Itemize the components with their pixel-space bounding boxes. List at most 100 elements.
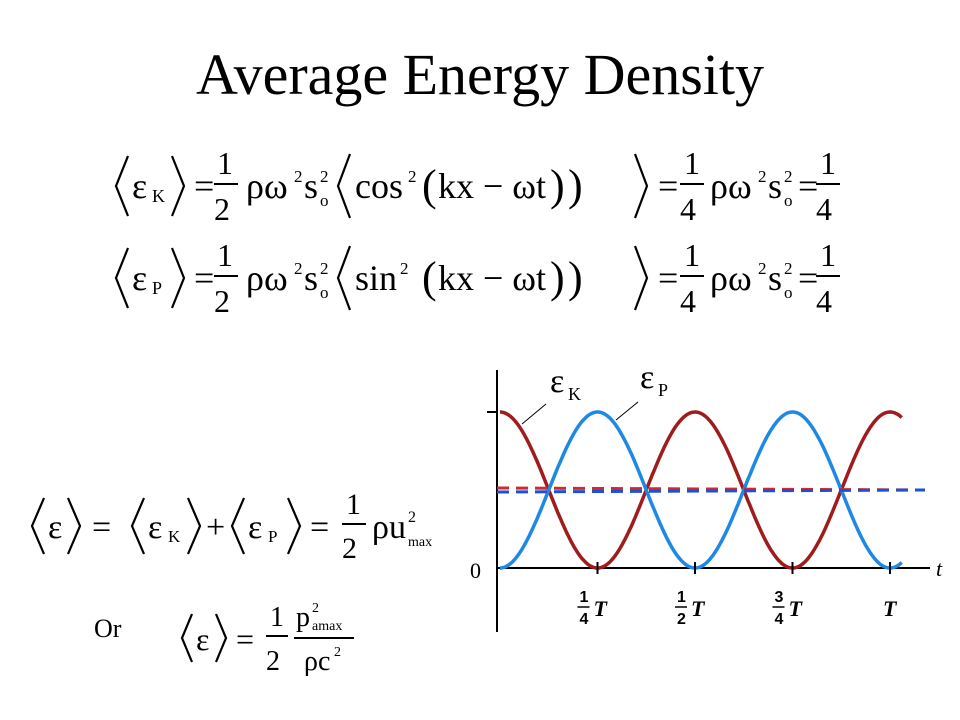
svg-text:o: o [784,191,793,210]
svg-text:2: 2 [400,259,409,278]
svg-text:ε: ε [248,509,262,546]
svg-text:2: 2 [334,645,341,660]
svg-text:ρω: ρω [710,166,752,206]
potential-energy-equation: ε P = 1 2 ρω 2 s 2 o sin 2 ( kx − ωt ) )… [114,237,840,319]
svg-text:=: = [92,509,111,546]
svg-text:+: + [206,509,225,546]
kinetic-energy-equation: ε K = 1 2 ρω 2 s 2 o cos 2 ( kx − ωt ) )… [114,145,840,227]
svg-text:1: 1 [820,145,836,181]
svg-text:2: 2 [312,601,319,616]
svg-text:): ) [550,253,565,302]
series-line-potential [500,410,903,570]
svg-text:2: 2 [758,167,767,186]
svg-text:2: 2 [342,532,357,565]
svg-text:amax: amax [312,619,342,634]
svg-text:=: = [658,166,678,206]
svg-text:ε: ε [550,363,564,400]
svg-text:): ) [568,161,583,210]
svg-text:max: max [408,535,432,550]
average-line-2 [496,488,926,494]
svg-text:1: 1 [270,602,284,633]
svg-text:4: 4 [580,611,589,628]
svg-text:): ) [550,161,565,210]
svg-text:2: 2 [758,259,767,278]
svg-text:o: o [784,283,793,302]
svg-text:2: 2 [214,283,230,319]
svg-text:o: o [320,283,329,302]
svg-text:K: K [568,384,581,404]
svg-text:=: = [310,509,329,546]
svg-text:2: 2 [677,611,686,628]
svg-text:1: 1 [820,237,836,273]
svg-text:(: ( [422,253,437,302]
svg-text:2: 2 [784,259,793,278]
svg-text:1: 1 [217,237,233,273]
svg-text:kx − ωt: kx − ωt [438,166,546,206]
kinetic-equation-end [842,138,843,139]
svg-text:K: K [168,527,181,546]
x-tick-label: 3 4 T [772,589,804,628]
svg-text:ε: ε [132,258,147,298]
svg-text:ε: ε [132,166,147,206]
svg-text:ε: ε [48,509,62,546]
svg-text:p: p [296,602,310,633]
svg-text:ρω: ρω [246,258,288,298]
svg-text:ρu: ρu [372,509,406,546]
svg-text:1: 1 [580,589,589,606]
svg-text:o: o [320,191,329,210]
pressure-energy-equation: ε = 1 2 p 2 amax ρc 2 [180,601,354,677]
svg-text:2: 2 [320,167,329,186]
kinetic-energy-equation-tail [845,138,846,139]
svg-text:2: 2 [408,509,416,526]
svg-text:s: s [768,166,782,206]
svg-text:4: 4 [816,283,832,319]
axis-lines [487,370,930,632]
svg-text:=: = [194,258,214,298]
total-energy-equation: ε = ε K + ε P = 1 2 ρu 2 max [30,488,432,565]
svg-text:2: 2 [294,259,303,278]
svg-text:=: = [658,258,678,298]
svg-text:2: 2 [784,167,793,186]
svg-text:T: T [691,596,706,621]
svg-text:ρω: ρω [246,166,288,206]
svg-text:1: 1 [677,589,686,606]
svg-text:ρω: ρω [710,258,752,298]
legend-kinetic: ε K [521,363,581,425]
svg-text:4: 4 [680,191,696,227]
svg-text:3: 3 [775,589,784,606]
svg-text:sin: sin [355,258,397,298]
svg-text:2: 2 [408,167,417,186]
svg-text:2: 2 [214,191,230,227]
slide-title: Average Energy Density [196,42,764,107]
svg-text:P: P [658,380,668,400]
svg-text:s: s [768,258,782,298]
svg-text:ε: ε [148,509,162,546]
svg-text:=: = [194,166,214,206]
svg-text:4: 4 [775,611,784,628]
average-line-1 [496,486,926,492]
svg-text:4: 4 [816,191,832,227]
svg-text:cos: cos [355,166,403,206]
x-tick-label: 1 2 T [675,589,706,628]
svg-text:ε: ε [640,360,654,396]
svg-text:=: = [798,258,818,298]
svg-text:P: P [152,278,162,298]
legend-potential: ε P [615,360,668,421]
svg-text:4: 4 [680,283,696,319]
or-label: Or [94,614,122,643]
svg-text:kx − ωt: kx − ωt [438,258,546,298]
svg-text:T: T [594,596,609,621]
svg-text:1: 1 [684,237,700,273]
svg-text:2: 2 [294,167,303,186]
svg-text:T: T [789,596,804,621]
svg-text:2: 2 [266,646,280,677]
svg-text:(: ( [422,161,437,210]
svg-text:P: P [268,527,277,546]
svg-text:1: 1 [684,145,700,181]
svg-text:): ) [568,253,583,302]
svg-text:=: = [798,166,818,206]
svg-text:2: 2 [320,259,329,278]
svg-text:ρc: ρc [304,646,330,677]
svg-text:s: s [304,258,318,298]
